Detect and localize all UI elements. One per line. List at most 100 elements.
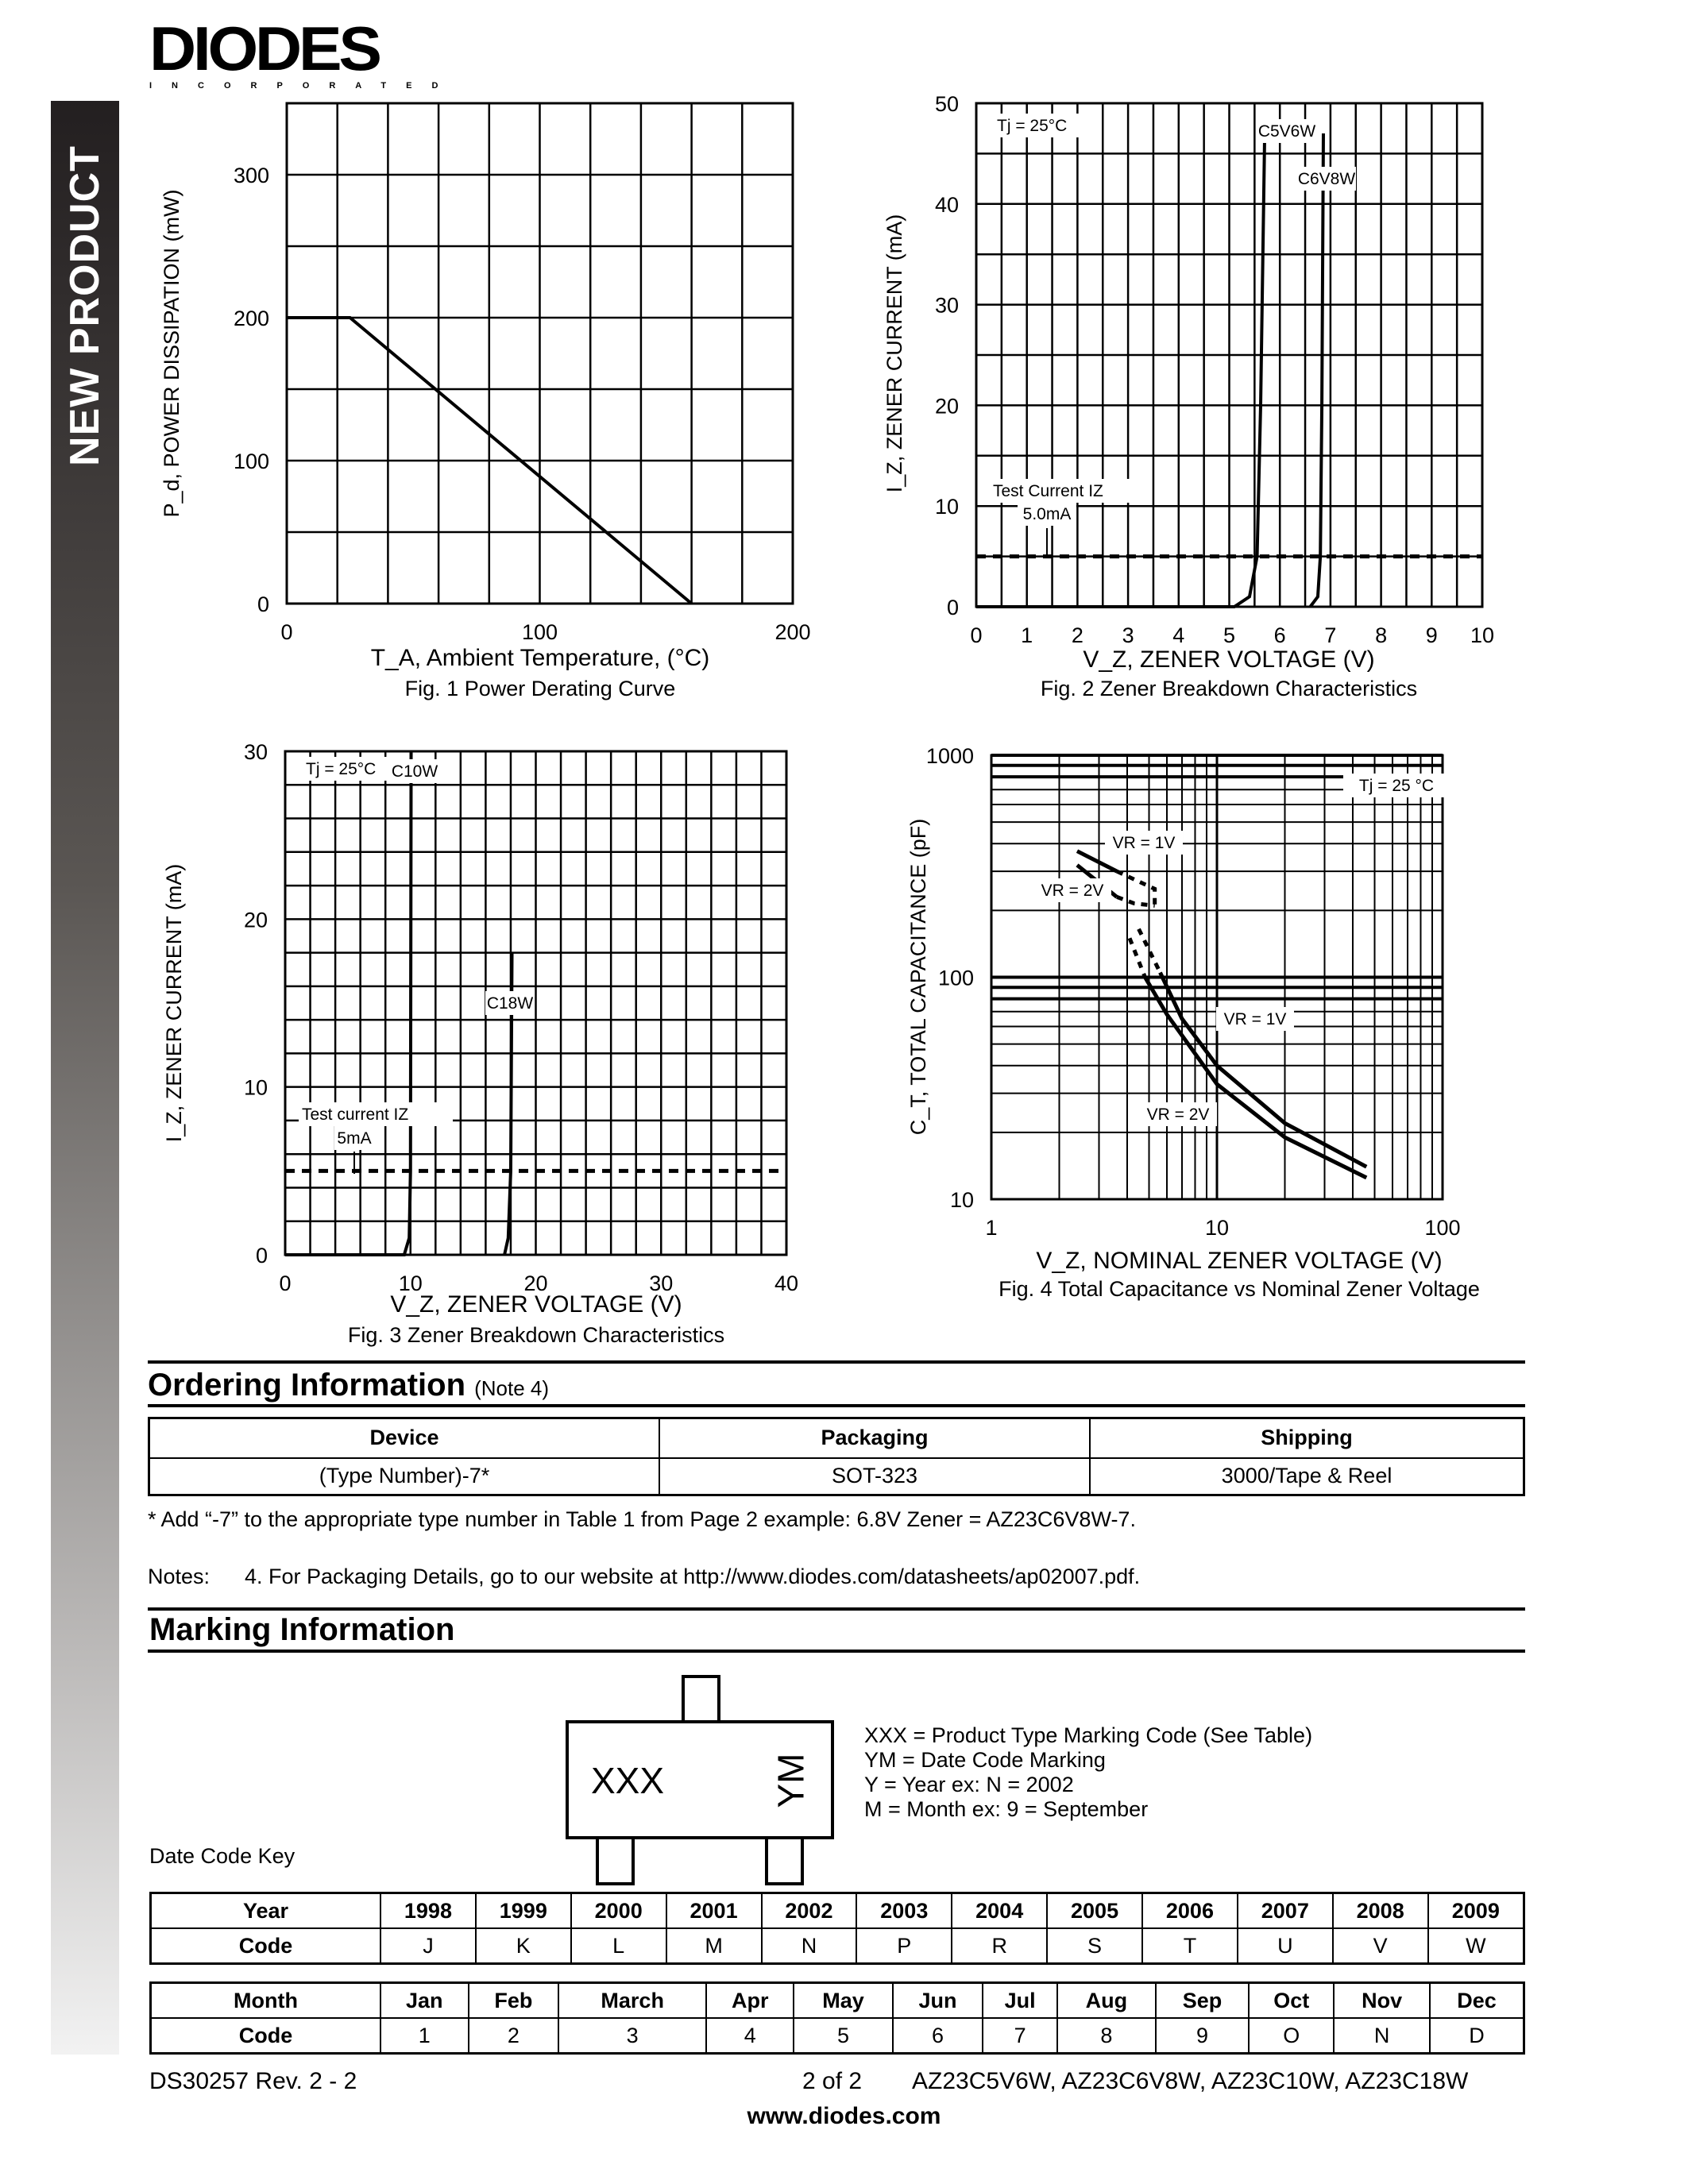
cell: (Type Number)-7* xyxy=(148,1457,660,1496)
figure-caption: Fig. 1 Power Derating Curve xyxy=(405,677,676,700)
chart-annotation: C18W xyxy=(487,994,534,1013)
chart-annotation: C6V8W xyxy=(1298,170,1356,188)
table-cell: M xyxy=(665,1927,763,1965)
series-curve-C6V8W xyxy=(1308,133,1325,608)
table-cell: 5 xyxy=(793,2017,894,2055)
table-cell: 2009 xyxy=(1427,1892,1525,1929)
notes-label: Notes: xyxy=(148,1565,211,1588)
chart-fig2 xyxy=(975,102,1484,608)
chart-annotation: VR = 2V xyxy=(1041,882,1104,900)
marking-legend: XXX = Product Type Marking Code (See Tab… xyxy=(864,1723,1313,1821)
ordering-heading: Ordering Information (Note 4) xyxy=(148,1368,550,1403)
x-tick-label: 100 xyxy=(1424,1216,1460,1240)
table-cell: K xyxy=(474,1927,572,1965)
annotation-bg xyxy=(303,757,400,781)
x-tick-label: 5 xyxy=(1223,623,1235,647)
chart-annotation: VR = 2V xyxy=(1147,1106,1210,1124)
table-cell: 2004 xyxy=(951,1892,1049,1929)
x-tick-label: 40 xyxy=(774,1271,798,1295)
series-curve-dashed xyxy=(1137,928,1162,974)
table-cell: T xyxy=(1141,1927,1238,1965)
figure-caption: Fig. 2 Zener Breakdown Characteristics xyxy=(1041,677,1417,700)
chart-annotation: Test Current IZ xyxy=(993,482,1103,500)
note-4: 4. For Packaging Details, go to our webs… xyxy=(245,1565,1141,1588)
series-curve-dashed xyxy=(1127,937,1147,978)
x-tick-label: 2 xyxy=(1072,623,1083,647)
row-label: Year xyxy=(149,1892,381,1929)
series-curve-C10W xyxy=(285,751,413,1256)
table-cell: 9 xyxy=(1154,2017,1250,2055)
table-cell: Jan xyxy=(380,1981,469,2019)
table-cell: 2000 xyxy=(570,1892,667,1929)
series-curve-solid xyxy=(1143,976,1368,1180)
y-tick-label: 10 xyxy=(244,1076,268,1100)
annotation-bg xyxy=(994,114,1091,137)
annotation-bg xyxy=(1139,1102,1217,1126)
x-tick-label: 1 xyxy=(985,1216,997,1240)
x-axis-title: V_Z, NOMINAL ZENER VOLTAGE (V) xyxy=(1036,1248,1442,1274)
cell: SOT-323 xyxy=(659,1457,1091,1496)
diodes-logo: DIODES INCORPORATED xyxy=(149,14,458,91)
series-curve-C5V6W xyxy=(976,133,1267,608)
y-tick-label: 100 xyxy=(938,967,974,990)
y-tick-label: 300 xyxy=(234,164,269,187)
y-tick-label: 0 xyxy=(256,1244,268,1268)
y-tick-label: 10 xyxy=(935,495,959,519)
row-label: Code xyxy=(149,1927,381,1965)
x-tick-label: 6 xyxy=(1274,623,1286,647)
x-tick-label: 7 xyxy=(1324,623,1336,647)
table-cell: 8 xyxy=(1056,2017,1157,2055)
table-cell: 7 xyxy=(982,2017,1058,2055)
table-cell: 6 xyxy=(891,2017,984,2055)
table-cell: 2002 xyxy=(760,1892,858,1929)
annotation-bg xyxy=(1033,878,1111,902)
footnote: * Add “-7” to the appropriate type numbe… xyxy=(148,1507,1136,1531)
table-cell: Feb xyxy=(467,1981,560,2019)
annotation-bg xyxy=(1297,167,1356,191)
divider xyxy=(148,1650,1525,1653)
x-tick-label: 0 xyxy=(280,620,292,644)
annotation-bg xyxy=(1018,502,1076,526)
table-cell: 4 xyxy=(705,2017,795,2055)
x-tick-label: 9 xyxy=(1426,623,1438,647)
x-tick-label: 8 xyxy=(1375,623,1387,647)
table-cell: Nov xyxy=(1333,1981,1431,2019)
y-tick-label: 20 xyxy=(244,908,268,932)
series-curve-solid xyxy=(1076,849,1118,874)
table-cell: D xyxy=(1428,2017,1525,2055)
series-curve-C18W xyxy=(503,952,514,1256)
table-cell: R xyxy=(951,1927,1049,1965)
table-cell: W xyxy=(1427,1927,1525,1965)
y-tick-label: 50 xyxy=(935,92,959,116)
col-header: Shipping xyxy=(1089,1417,1525,1459)
x-tick-label: 0 xyxy=(279,1271,291,1295)
table-cell: L xyxy=(570,1927,667,1965)
x-tick-label: 30 xyxy=(649,1271,673,1295)
x-tick-label: 4 xyxy=(1172,623,1184,647)
footer-website[interactable]: www.diodes.com xyxy=(747,2103,941,2129)
table-cell: 2005 xyxy=(1046,1892,1143,1929)
table-cell: 3 xyxy=(558,2017,707,2055)
divider xyxy=(148,1360,1525,1364)
month-code-table: Month Jan Feb March Apr May Jun Jul Aug Sep Oct Nov… xyxy=(149,1981,1525,2055)
chart-annotation: Tj = 25°C xyxy=(306,760,376,778)
table-cell: U xyxy=(1236,1927,1334,1965)
y-tick-label: 1000 xyxy=(926,744,974,768)
y-tick-label: 30 xyxy=(935,294,959,318)
y-axis-title: P_d, POWER DISSIPATION (mW) xyxy=(160,189,183,517)
y-axis-title: C_T, TOTAL CAPACITANCE (pF) xyxy=(906,819,930,1136)
table-cell: N xyxy=(760,1927,858,1965)
x-tick-label: 0 xyxy=(970,623,982,647)
table-cell: N xyxy=(1333,2017,1431,2055)
table-cell: Oct xyxy=(1248,1981,1335,2019)
table-cell: P xyxy=(856,1927,953,1965)
y-tick-label: 100 xyxy=(234,450,269,473)
chart-annotation: 5.0mA xyxy=(1023,505,1072,523)
marking-heading: Marking Information xyxy=(149,1612,455,1647)
chart-annotation: Tj = 25°C xyxy=(997,117,1067,135)
y-tick-label: 200 xyxy=(234,307,269,330)
year-code-table: Year 1998 1999 2000 2001 2002 2003 2004 2005 2006… xyxy=(149,1892,1525,1965)
annotation-bg xyxy=(990,479,1144,503)
ordering-table: Device Packaging Shipping (Type Number)-7*… xyxy=(148,1417,1525,1496)
chart-annotation: Test current IZ xyxy=(302,1106,408,1124)
